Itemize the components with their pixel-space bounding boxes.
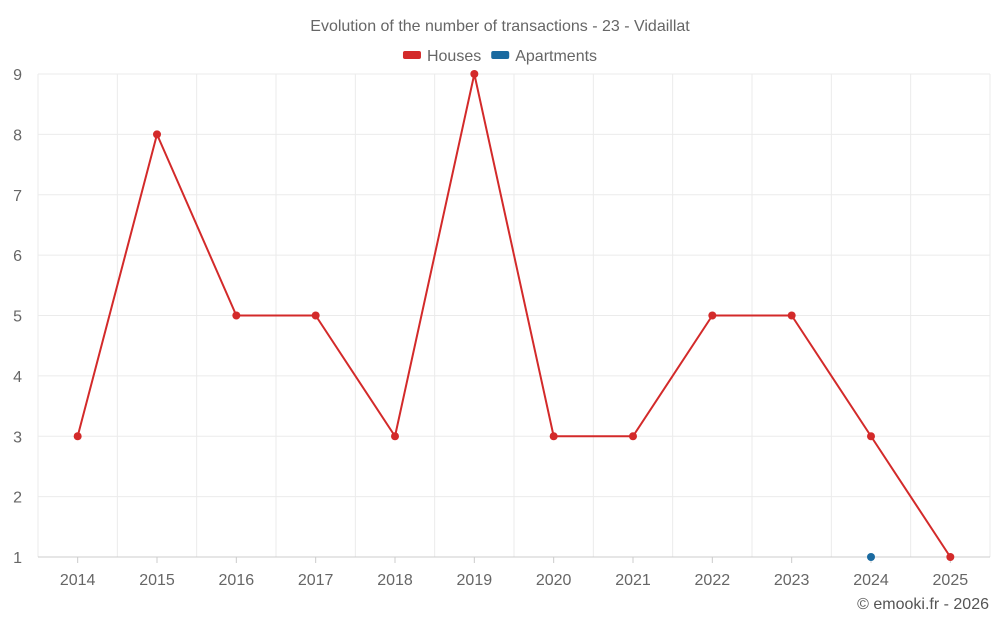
x-tick-label: 2021 (615, 572, 651, 589)
data-point-houses (391, 432, 399, 441)
x-tick-label: 2024 (853, 572, 889, 589)
chart-title: Evolution of the number of transactions … (310, 18, 690, 35)
data-point-houses (629, 432, 637, 441)
credit-text: © emooki.fr - 2026 (857, 596, 989, 613)
y-tick-label: 5 (13, 309, 22, 326)
y-tick-label: 4 (13, 369, 22, 386)
data-point-houses (787, 311, 796, 320)
x-tick-label: 2014 (60, 572, 96, 589)
data-point-apartments (867, 553, 875, 561)
data-point-houses (470, 70, 479, 78)
x-tick-label: 2016 (219, 572, 255, 589)
legend: Houses Apartments (402, 48, 597, 65)
x-tick-label: 2020 (536, 572, 572, 589)
x-tick-label: 2018 (377, 572, 413, 589)
x-tick-label: 2015 (139, 572, 175, 589)
legend-label-apartments[interactable]: Apartments (515, 48, 597, 65)
data-point-houses (232, 311, 241, 320)
y-tick-label: 8 (13, 127, 22, 144)
axes: 1 2 3 4 5 6 7 8 9 2014 2015 2016 2017 2018 2019 2020 202… (13, 67, 990, 589)
legend-swatch-houses[interactable] (402, 51, 421, 59)
y-tick-label: 7 (13, 188, 22, 205)
y-tick-label: 9 (13, 67, 22, 84)
x-tick-label: 2025 (933, 572, 969, 589)
x-tick-label: 2022 (695, 572, 731, 589)
data-point-houses (946, 553, 955, 561)
data-point-houses (867, 432, 875, 441)
legend-swatch-apartments[interactable] (491, 51, 510, 59)
y-tick-label: 2 (13, 490, 22, 507)
data-point-houses (153, 130, 161, 139)
x-tick-label: 2023 (774, 572, 810, 589)
data-point-houses (73, 432, 82, 441)
data-point-houses (708, 311, 717, 320)
series-layer (73, 70, 955, 561)
data-point-houses (311, 311, 320, 320)
x-tick-label: 2017 (298, 572, 334, 589)
data-point-houses (549, 432, 558, 441)
legend-label-houses[interactable]: Houses (427, 48, 481, 65)
y-tick-label: 3 (13, 429, 22, 446)
y-tick-label: 6 (13, 248, 22, 265)
series-line-houses (76, 73, 952, 558)
grid (37, 73, 991, 557)
x-tick-label: 2019 (457, 572, 493, 589)
y-tick-label: 1 (13, 550, 22, 567)
